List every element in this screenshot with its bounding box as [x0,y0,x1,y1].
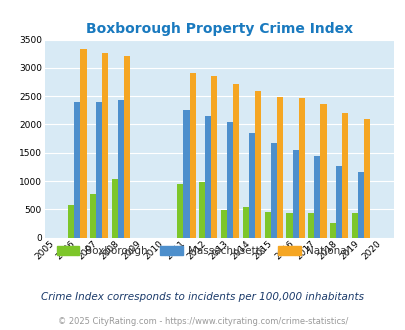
Bar [351,213,357,238]
Bar [80,49,86,238]
Bar [232,84,239,238]
Bar [276,97,282,238]
Bar [286,213,292,238]
Bar [248,133,254,238]
Bar [357,172,363,238]
Bar [124,56,130,238]
Bar [242,207,248,238]
Bar [205,116,211,238]
Bar [118,100,124,238]
Bar [183,110,189,238]
Bar [270,143,276,238]
Bar [96,102,102,238]
Bar [199,182,205,238]
Text: Crime Index corresponds to incidents per 100,000 inhabitants: Crime Index corresponds to incidents per… [41,292,364,302]
Bar [292,150,298,238]
Legend: Boxborough, Massachusetts, National: Boxborough, Massachusetts, National [52,242,353,260]
Title: Boxborough Property Crime Index: Boxborough Property Crime Index [85,22,352,36]
Bar [254,90,260,238]
Bar [226,122,232,238]
Bar [264,212,270,238]
Bar [329,223,335,238]
Bar [220,210,226,238]
Bar [363,119,369,238]
Bar [68,205,74,238]
Text: © 2025 CityRating.com - https://www.cityrating.com/crime-statistics/: © 2025 CityRating.com - https://www.city… [58,317,347,326]
Bar [177,184,183,238]
Bar [74,102,80,238]
Bar [307,213,313,238]
Bar [211,76,217,238]
Bar [320,104,326,238]
Bar [313,155,320,238]
Bar [335,166,341,238]
Bar [341,113,347,238]
Bar [90,194,96,238]
Bar [112,179,118,238]
Bar [102,52,108,238]
Bar [189,73,195,238]
Bar [298,98,304,238]
